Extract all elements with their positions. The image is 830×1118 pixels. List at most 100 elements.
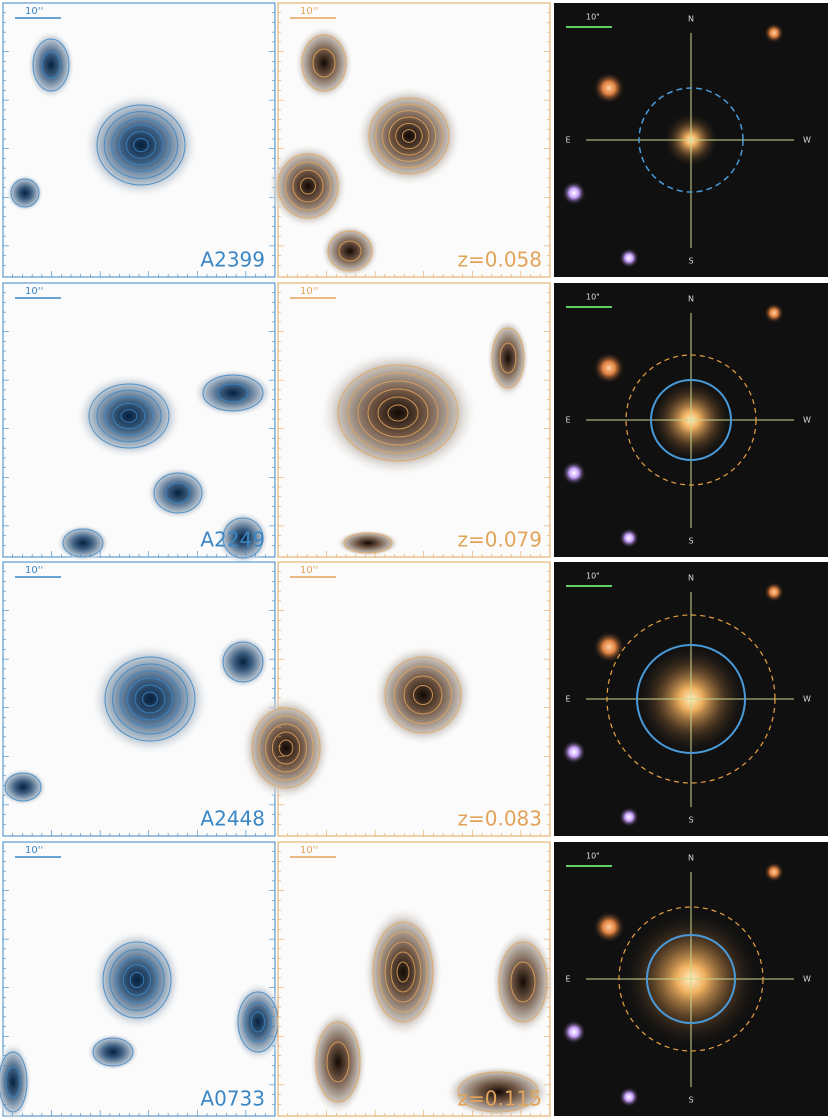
density-blob <box>92 930 182 1030</box>
density-blob <box>487 319 529 397</box>
optical-panel: 10" N S E W <box>554 3 828 277</box>
contour <box>265 723 307 773</box>
background-star <box>562 461 586 485</box>
contour <box>244 1001 272 1043</box>
background-star <box>593 911 625 943</box>
contour <box>301 34 347 92</box>
contour <box>258 715 314 781</box>
density-panel: 10'' z=0.079 <box>277 282 551 558</box>
background-star <box>619 528 639 548</box>
background-star <box>593 352 625 384</box>
contour <box>112 402 146 430</box>
density-blob <box>321 225 379 277</box>
contour <box>133 137 149 153</box>
background-star <box>764 303 784 323</box>
aperture <box>650 379 732 461</box>
contour <box>337 364 459 462</box>
density-blob <box>217 636 269 688</box>
contour <box>381 110 437 162</box>
contour <box>153 472 203 514</box>
contour <box>222 641 264 683</box>
contour <box>104 396 154 436</box>
contour <box>343 532 393 554</box>
compass-n: N <box>688 15 694 24</box>
contour <box>292 169 324 203</box>
density-blob <box>87 1033 139 1071</box>
contour <box>251 707 321 789</box>
density-blob <box>373 645 473 745</box>
scale-label: 10" <box>586 572 600 581</box>
contour <box>384 656 462 734</box>
contour <box>116 956 158 1004</box>
contour <box>0 1051 28 1113</box>
contour <box>127 677 173 721</box>
scale-label: 10'' <box>25 286 43 297</box>
contour <box>112 663 188 735</box>
contour <box>277 153 339 219</box>
contour <box>96 104 186 186</box>
contour <box>104 656 196 742</box>
density-blob <box>57 524 109 562</box>
density-blob <box>320 350 476 476</box>
contour <box>384 941 422 1003</box>
contour <box>368 97 450 175</box>
density-blob <box>232 983 284 1061</box>
scale-label: 10" <box>586 852 600 861</box>
contour <box>312 48 336 78</box>
density-blob <box>91 644 209 754</box>
radio-panel: 10'' A2249 <box>2 282 276 564</box>
aperture <box>638 87 744 193</box>
contour <box>111 117 171 173</box>
compass-e: E <box>565 416 570 425</box>
compass-n: N <box>688 574 694 583</box>
contour <box>372 921 434 1023</box>
density-blob <box>0 768 47 806</box>
contour <box>122 964 152 996</box>
density-blob <box>357 86 461 186</box>
background-star <box>562 1020 586 1044</box>
background-star <box>562 740 586 764</box>
contour <box>338 240 362 262</box>
contour <box>165 482 191 504</box>
compass-w: W <box>803 416 811 425</box>
contour <box>142 691 158 707</box>
scale-label: 10'' <box>300 286 318 297</box>
contour <box>396 961 410 983</box>
optical-panel: 10" N S E W <box>554 842 828 1116</box>
compass-s: S <box>688 816 693 825</box>
radio-panel: 10'' A0733 <box>0 841 284 1118</box>
redshift: z=0.079 <box>457 528 542 552</box>
contour <box>250 1011 266 1033</box>
contour <box>119 670 181 728</box>
contour <box>278 739 294 757</box>
scale-label: 10" <box>586 13 600 22</box>
contour <box>347 372 449 454</box>
contour <box>96 389 162 443</box>
compass-e: E <box>565 975 570 984</box>
contour <box>102 941 172 1019</box>
compass-e: E <box>565 695 570 704</box>
compass-n: N <box>688 854 694 863</box>
background-star <box>593 72 625 104</box>
compass-w: W <box>803 975 811 984</box>
background-star <box>619 807 639 827</box>
background-star <box>619 248 639 268</box>
scale-label: 10'' <box>25 845 43 856</box>
contour <box>457 1071 539 1113</box>
contour <box>32 38 70 92</box>
density-blob <box>491 930 555 1034</box>
contour <box>367 388 429 438</box>
compass-s: S <box>688 257 693 266</box>
density-panel: 10'' z=0.058 <box>269 2 551 278</box>
density-blob <box>83 93 199 197</box>
aperture <box>606 614 776 784</box>
optical-panel: 10" N S E W <box>554 562 828 836</box>
density-blob <box>6 174 44 212</box>
background-star <box>764 582 784 602</box>
contour <box>327 230 373 272</box>
contour <box>403 675 443 715</box>
compass-n: N <box>688 295 694 304</box>
contour <box>378 931 428 1013</box>
contour <box>510 961 536 1003</box>
